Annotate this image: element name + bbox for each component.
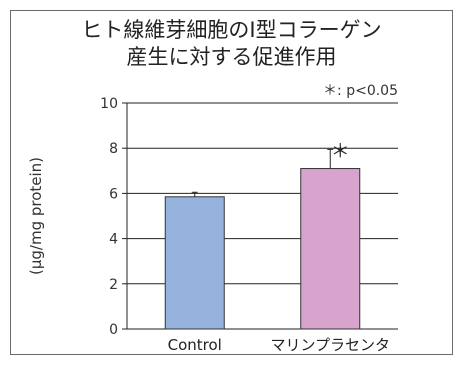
chart-title-line-1: ヒト線維芽細胞のI型コラーゲン: [81, 18, 382, 42]
chart-title: ヒト線維芽細胞のI型コラーゲン 産生に対する促進作用: [11, 17, 452, 71]
y-tick-label: 6: [109, 186, 118, 202]
y-tick-label: 4: [109, 232, 118, 248]
x-tick-label: Control: [168, 336, 222, 354]
significance-note: ＊: p<0.05: [323, 83, 398, 99]
y-tick-label: 8: [109, 141, 118, 157]
y-tick-label: 0: [109, 322, 118, 338]
y-tick-label: 10: [100, 96, 118, 112]
y-axis-label: (μg/mg protein): [27, 157, 45, 275]
chart-title-line-2: 産生に対する促進作用: [126, 45, 337, 69]
x-tick-label: マリンプラセンタ: [270, 336, 390, 354]
bar: [164, 196, 225, 330]
chart-panel: ヒト線維芽細胞のI型コラーゲン 産生に対する促進作用 0 2 4 6 8 10 Contro…: [10, 10, 453, 355]
y-tick-label: 2: [109, 277, 118, 293]
bar-chart: 0 2 4 6 8 10 Control ＊ マリンプラセンタ ＊: p<0.05 (μg/mg p…: [27, 83, 398, 354]
significance-marker: ＊: [331, 140, 350, 162]
bar: [300, 168, 361, 330]
